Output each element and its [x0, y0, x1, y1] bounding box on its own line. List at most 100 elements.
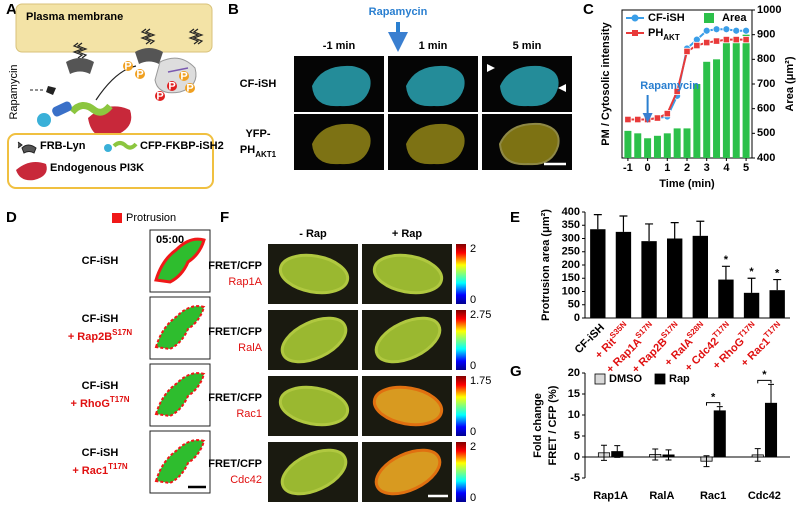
panel-letter: G — [510, 363, 522, 380]
panel-letter: E — [510, 209, 520, 226]
colorbar-min: 0 — [470, 426, 476, 438]
error-bar — [773, 278, 782, 291]
marker — [722, 36, 730, 44]
bar — [644, 138, 652, 158]
bar — [653, 135, 661, 158]
marker — [732, 26, 741, 35]
error-bar — [600, 444, 607, 461]
y-tick-label: 400 — [562, 206, 580, 218]
cell — [280, 316, 348, 364]
x-tick-label: Cdc42 — [748, 490, 781, 502]
cell — [154, 372, 206, 418]
error-bar — [670, 222, 679, 239]
marker — [712, 37, 721, 45]
y-axis-label: FRET / CFP (%) — [547, 385, 559, 465]
phosphate-label: P — [124, 60, 131, 72]
x-tick-label: 3 — [704, 162, 710, 174]
legend-swatch — [112, 213, 122, 223]
x-tick-label-part: + Rac1 — [739, 336, 773, 370]
error-bar — [754, 448, 761, 462]
marker — [742, 26, 750, 35]
bar — [692, 235, 708, 318]
row-label: RalA — [238, 342, 263, 354]
frb — [66, 58, 94, 74]
significance: * — [724, 254, 729, 266]
x-tick-label: 5 — [743, 162, 749, 174]
cfp — [37, 113, 51, 127]
cell — [406, 123, 465, 165]
phosphate — [135, 69, 145, 79]
membrane-label: Plasma membrane — [26, 11, 123, 23]
significance-bracket — [705, 402, 721, 406]
y-tick-label: 50 — [568, 299, 580, 311]
rapamycin-mol — [46, 86, 56, 95]
marker — [703, 38, 711, 47]
row-label-part: S17N — [112, 328, 132, 337]
error-bar — [645, 223, 654, 242]
ish2-icon — [112, 141, 138, 150]
y2-tick-label: 500 — [757, 127, 775, 139]
legend-label-part: CF-iSH — [648, 12, 685, 24]
x-tick-label-part: S35N — [608, 319, 629, 340]
colorbar-max: 1.75 — [470, 375, 491, 387]
significance: * — [749, 266, 754, 278]
lipid-anchor — [144, 28, 156, 45]
row-label: Cdc42 — [230, 474, 262, 486]
arrowhead — [558, 84, 566, 92]
legend-label: Protrusion — [126, 212, 176, 224]
panel-letter: A — [6, 1, 17, 18]
lipid-anchor — [140, 28, 152, 45]
y-tick-label: 20 — [568, 367, 580, 379]
phosphate-label: P — [180, 70, 187, 82]
row-label: Rap1A — [228, 276, 262, 288]
error-bar — [703, 455, 710, 468]
y2-axis-label: Area (μm²) — [784, 56, 796, 111]
significance-bracket — [757, 379, 772, 384]
x-tick-label: 2 — [684, 162, 690, 174]
error-bar — [721, 265, 730, 280]
y2-tick-label: 900 — [757, 29, 775, 41]
membrane — [15, 3, 213, 53]
row-label-part: PH — [240, 144, 255, 156]
rapamycin-label: Rapamycin — [8, 64, 20, 119]
y-tick-label: 200 — [562, 259, 580, 271]
cell — [278, 385, 350, 427]
cell — [406, 65, 465, 107]
y2-tick-label: 1000 — [757, 4, 781, 16]
y-tick-label: 0 — [574, 312, 580, 324]
lipid-anchor — [192, 28, 204, 45]
phosphate — [123, 61, 133, 71]
phosphate — [167, 81, 177, 91]
lipid-anchor — [72, 42, 84, 59]
colorbar-min: 0 — [470, 492, 476, 504]
cell — [312, 123, 371, 165]
marker — [693, 41, 701, 50]
error-bar — [747, 277, 756, 293]
bar — [667, 238, 683, 318]
significance: * — [775, 267, 780, 279]
x-axis-label: Time (min) — [659, 178, 715, 190]
panel-letter: C — [583, 1, 594, 18]
row-label: CF-iSH — [240, 78, 277, 90]
bar — [718, 279, 734, 318]
row-label: + Rap2BS17N — [68, 328, 133, 343]
y2-tick-label: 600 — [757, 103, 775, 115]
legend-label-part: PH — [648, 27, 663, 39]
bar — [713, 59, 721, 159]
row-label: FRET/CFP — [208, 392, 262, 404]
cfp-icon — [104, 144, 112, 152]
legend-label: PHAKT — [648, 27, 680, 42]
colorbar-min: 0 — [470, 360, 476, 372]
cell — [498, 122, 560, 166]
y-axis-label: PM / Cytosolic intensity — [600, 21, 612, 145]
row-label: CF-iSH — [82, 255, 119, 267]
marker — [683, 47, 691, 56]
row-label: FRET/CFP — [208, 326, 262, 338]
row-label-part: + RhoG — [71, 398, 110, 410]
colorbar — [456, 244, 466, 304]
cell — [374, 316, 442, 364]
significance: * — [762, 369, 767, 381]
x-tick-label-part: T17N — [762, 319, 782, 339]
cell — [154, 439, 206, 485]
legend-swatch — [594, 373, 606, 385]
